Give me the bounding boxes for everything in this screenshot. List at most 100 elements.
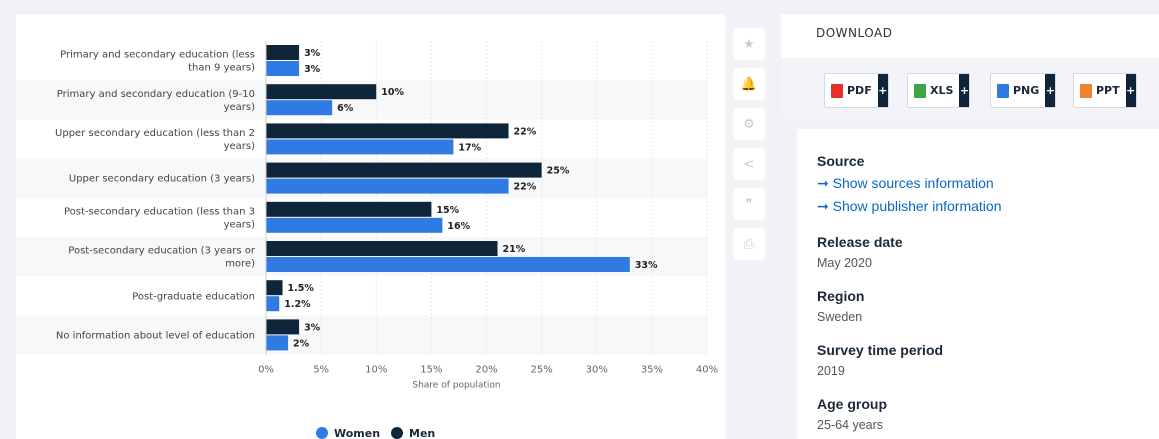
- category-label: years): [224, 141, 256, 152]
- download-xls-label: XLS: [930, 84, 954, 97]
- category-label: years): [224, 219, 256, 230]
- x-tick-label: 30%: [586, 365, 608, 376]
- bar-men: [266, 241, 498, 256]
- category-label: No information about level of education: [56, 331, 255, 342]
- data-label: 2%: [293, 338, 310, 349]
- row-band: [16, 315, 707, 355]
- x-tick-label: 15%: [420, 365, 442, 376]
- data-label: 1.2%: [284, 299, 311, 310]
- region-section: Region Sweden: [817, 288, 864, 324]
- download-panel: PDF + XLS + PNG + PPT +: [781, 58, 1159, 117]
- show-sources-link[interactable]: ➞ Show sources information: [817, 175, 994, 191]
- survey-section: Survey time period 2019: [817, 342, 943, 378]
- x-tick-label: 5%: [313, 365, 329, 376]
- x-tick-label: 0%: [258, 365, 274, 376]
- download-card: DOWNLOAD PDF + XLS + PNG + PPT +: [781, 14, 1159, 117]
- category-label: than 9 years): [188, 63, 255, 74]
- bar-men: [266, 201, 432, 217]
- chart-card: 0% 5% 10% 15% 20% 25% 30% 35% 40% Share of popula…: [16, 14, 725, 439]
- x-axis-title: Share of population: [412, 381, 500, 391]
- bar-men: [266, 123, 509, 139]
- show-publisher-link[interactable]: ➞ Show publisher information: [817, 198, 1002, 214]
- bar-men: [266, 45, 300, 60]
- release-heading: Release date: [817, 234, 903, 250]
- plus-icon: +: [959, 74, 970, 107]
- plus-icon: +: [1045, 74, 1056, 107]
- download-pdf-button[interactable]: PDF +: [824, 73, 889, 108]
- legend-marker-women: [316, 427, 328, 439]
- download-title: DOWNLOAD: [816, 26, 893, 40]
- x-tick-label: 10%: [365, 365, 387, 376]
- source-section: Source ➞ Show sources information ➞ Show…: [817, 153, 1002, 215]
- data-label: 3%: [304, 322, 321, 333]
- gear-icon[interactable]: ⚙: [733, 108, 765, 140]
- data-label: 25%: [547, 166, 570, 177]
- bar-men: [266, 280, 283, 296]
- plus-icon: +: [1125, 74, 1136, 107]
- bell-icon[interactable]: 🔔: [733, 68, 765, 100]
- x-tick-label: 25%: [531, 365, 553, 376]
- legend-label: Men: [409, 427, 435, 439]
- region-value: Sweden: [817, 310, 863, 324]
- category-label: more): [225, 259, 255, 270]
- category-label: Primary and secondary education (9-10: [57, 89, 255, 100]
- survey-heading: Survey time period: [817, 342, 944, 358]
- bar-women: [266, 61, 300, 76]
- data-label: 33%: [635, 260, 658, 271]
- category-label: Post-secondary education (3 years or: [68, 246, 256, 257]
- category-label: Post-secondary education (less than 3: [64, 206, 255, 217]
- pdf-file-icon: [831, 83, 843, 98]
- bar-women: [266, 139, 454, 155]
- data-label: 22%: [514, 182, 537, 193]
- bar-women: [266, 217, 443, 233]
- download-ppt-button[interactable]: PPT +: [1073, 73, 1137, 108]
- download-xls-button[interactable]: XLS +: [907, 73, 971, 108]
- bar-men: [266, 84, 377, 100]
- legend-marker-men: [391, 427, 403, 439]
- data-label: 10%: [381, 87, 404, 98]
- star-icon[interactable]: ★: [733, 28, 765, 60]
- xls-file-icon: [914, 83, 926, 98]
- bar-women: [266, 100, 333, 116]
- quote-icon[interactable]: ❞: [733, 188, 765, 220]
- data-label: 15%: [436, 205, 459, 216]
- category-label: Upper secondary education (3 years): [69, 174, 255, 185]
- bar-women: [266, 335, 289, 351]
- x-tick-label: 35%: [641, 365, 663, 376]
- ppt-file-icon: [1080, 83, 1092, 98]
- download-png-label: PNG: [1013, 84, 1040, 97]
- category-label: Upper secondary education (less than 2: [55, 128, 255, 139]
- data-label: 17%: [458, 142, 481, 153]
- chart-toolbar: ★ 🔔 ⚙ < ❞ ⎙: [733, 28, 765, 268]
- info-card: Source ➞ Show sources information ➞ Show…: [797, 129, 1159, 439]
- download-ppt-label: PPT: [1096, 84, 1120, 97]
- age-heading: Age group: [817, 396, 887, 412]
- data-label: 22%: [514, 126, 537, 137]
- release-value: May 2020: [817, 256, 872, 270]
- download-png-button[interactable]: PNG +: [990, 73, 1057, 108]
- age-value: 25-64 years: [817, 418, 884, 432]
- data-label: 21%: [503, 244, 526, 255]
- bar-women: [266, 257, 630, 272]
- download-pdf-label: PDF: [847, 84, 872, 97]
- category-label: Post-graduate education: [132, 291, 255, 302]
- data-label: 3%: [304, 48, 321, 59]
- x-tick-label: 40%: [696, 365, 718, 376]
- data-label: 1.5%: [288, 283, 315, 294]
- legend-label: Women: [334, 427, 380, 439]
- png-file-icon: [997, 83, 1009, 98]
- plus-icon: +: [877, 74, 888, 107]
- category-label: Primary and secondary education (less: [60, 50, 255, 61]
- bar-women: [266, 178, 509, 194]
- print-icon[interactable]: ⎙: [733, 228, 765, 260]
- share-icon[interactable]: <: [733, 148, 765, 180]
- bar-women: [266, 296, 280, 312]
- survey-value: 2019: [817, 364, 845, 378]
- x-tick-label: 20%: [475, 365, 497, 376]
- release-section: Release date May 2020: [817, 234, 903, 270]
- category-label: years): [224, 102, 256, 113]
- data-label: 3%: [304, 64, 321, 75]
- bar-men: [266, 162, 542, 178]
- bar-chart: 0% 5% 10% 15% 20% 25% 30% 35% 40% Share of popula…: [16, 41, 718, 439]
- data-label: 6%: [337, 103, 354, 114]
